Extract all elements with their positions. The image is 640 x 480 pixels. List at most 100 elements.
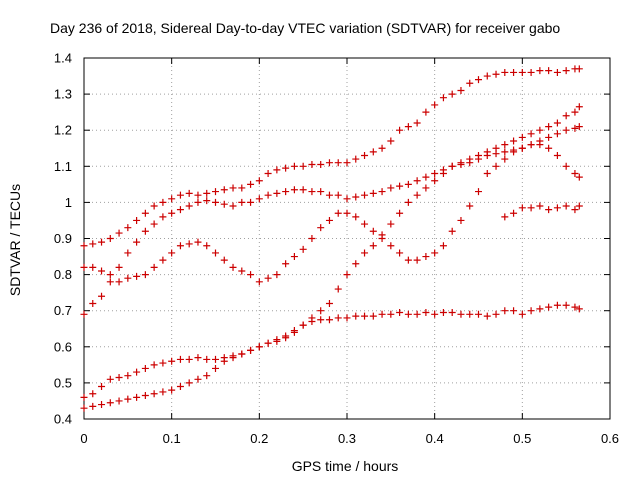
data-point bbox=[212, 355, 219, 363]
y-tick-label: 1 bbox=[65, 195, 72, 210]
data-point bbox=[475, 151, 482, 159]
data-point bbox=[106, 235, 114, 242]
x-tick-labels: 0 0.1 0.2 0.3 0.4 0.5 0.6 bbox=[80, 431, 619, 446]
data-point bbox=[89, 263, 97, 271]
data-point bbox=[273, 189, 281, 197]
data-point bbox=[255, 278, 263, 286]
data-point bbox=[369, 312, 377, 320]
data-point bbox=[571, 124, 579, 132]
data-point bbox=[290, 327, 298, 335]
data-point bbox=[361, 191, 369, 199]
data-point bbox=[115, 278, 123, 286]
data-point bbox=[575, 103, 583, 111]
data-point bbox=[98, 401, 106, 409]
data-point bbox=[168, 195, 176, 203]
data-point bbox=[282, 260, 290, 268]
y-tick-label: 1.3 bbox=[54, 87, 72, 102]
series-track-6 bbox=[501, 202, 583, 221]
y-tick-label: 0.7 bbox=[54, 303, 72, 318]
data-point bbox=[133, 393, 141, 401]
data-point bbox=[553, 301, 561, 309]
data-point bbox=[575, 173, 583, 181]
data-point bbox=[290, 253, 298, 261]
data-point bbox=[238, 350, 246, 358]
data-point bbox=[317, 160, 325, 168]
data-point bbox=[483, 72, 491, 80]
data-point bbox=[431, 170, 439, 178]
data-point bbox=[422, 173, 430, 181]
data-point bbox=[439, 242, 447, 250]
data-point bbox=[510, 146, 518, 154]
data-point bbox=[317, 307, 325, 315]
data-point bbox=[343, 271, 351, 279]
data-point bbox=[299, 186, 307, 194]
data-point bbox=[80, 263, 88, 271]
data-point bbox=[536, 137, 544, 145]
data-point bbox=[475, 76, 482, 84]
data-point bbox=[176, 355, 184, 363]
data-point bbox=[264, 191, 272, 199]
data-point bbox=[343, 209, 351, 217]
data-point bbox=[361, 220, 369, 228]
data-point bbox=[141, 271, 149, 279]
data-point bbox=[387, 310, 395, 318]
data-point bbox=[150, 202, 158, 210]
data-point bbox=[396, 126, 404, 134]
data-point bbox=[247, 271, 255, 279]
data-point bbox=[203, 197, 211, 205]
data-point bbox=[133, 272, 141, 280]
data-point bbox=[545, 123, 553, 131]
data-point bbox=[150, 263, 158, 271]
data-point bbox=[308, 188, 316, 196]
data-point bbox=[334, 209, 342, 217]
data-point bbox=[536, 305, 544, 313]
data-point bbox=[431, 310, 439, 318]
x-tick-label: 0.2 bbox=[250, 431, 268, 446]
data-point bbox=[325, 159, 333, 167]
data-point bbox=[325, 299, 333, 307]
data-point bbox=[229, 354, 237, 362]
data-point bbox=[492, 144, 500, 152]
data-point bbox=[229, 202, 237, 210]
data-point bbox=[124, 395, 132, 403]
data-point bbox=[527, 141, 535, 149]
data-point bbox=[553, 68, 561, 76]
data-point bbox=[501, 307, 509, 315]
data-point bbox=[317, 188, 325, 196]
data-point bbox=[238, 184, 246, 192]
data-point bbox=[571, 108, 579, 116]
chart-title: Day 236 of 2018, Sidereal Day-to-day VTE… bbox=[50, 20, 560, 36]
data-point bbox=[159, 198, 167, 206]
data-point bbox=[133, 238, 141, 246]
data-point bbox=[115, 263, 123, 271]
data-point bbox=[527, 204, 535, 212]
x-tick-label: 0.1 bbox=[163, 431, 181, 446]
data-point bbox=[369, 148, 377, 156]
data-point bbox=[575, 65, 583, 73]
data-point bbox=[571, 170, 579, 178]
data-point bbox=[194, 375, 202, 383]
data-point bbox=[545, 133, 553, 141]
data-point bbox=[282, 332, 290, 340]
data-point bbox=[194, 198, 202, 206]
data-point bbox=[553, 151, 561, 159]
data-point bbox=[439, 309, 447, 317]
data-point bbox=[168, 209, 176, 217]
data-point bbox=[448, 162, 456, 170]
data-point bbox=[334, 314, 342, 322]
y-tick-label: 0.5 bbox=[54, 375, 72, 390]
data-point bbox=[422, 184, 430, 192]
data-point bbox=[98, 292, 106, 300]
data-point bbox=[352, 193, 360, 201]
data-point bbox=[492, 310, 500, 318]
data-point bbox=[308, 235, 316, 242]
data-point bbox=[378, 188, 386, 196]
data-point bbox=[562, 202, 570, 210]
data-point bbox=[194, 238, 202, 246]
data-point bbox=[457, 216, 465, 224]
data-point bbox=[352, 260, 360, 268]
data-point bbox=[264, 274, 272, 282]
data-point bbox=[466, 310, 474, 318]
data-point bbox=[168, 386, 176, 394]
